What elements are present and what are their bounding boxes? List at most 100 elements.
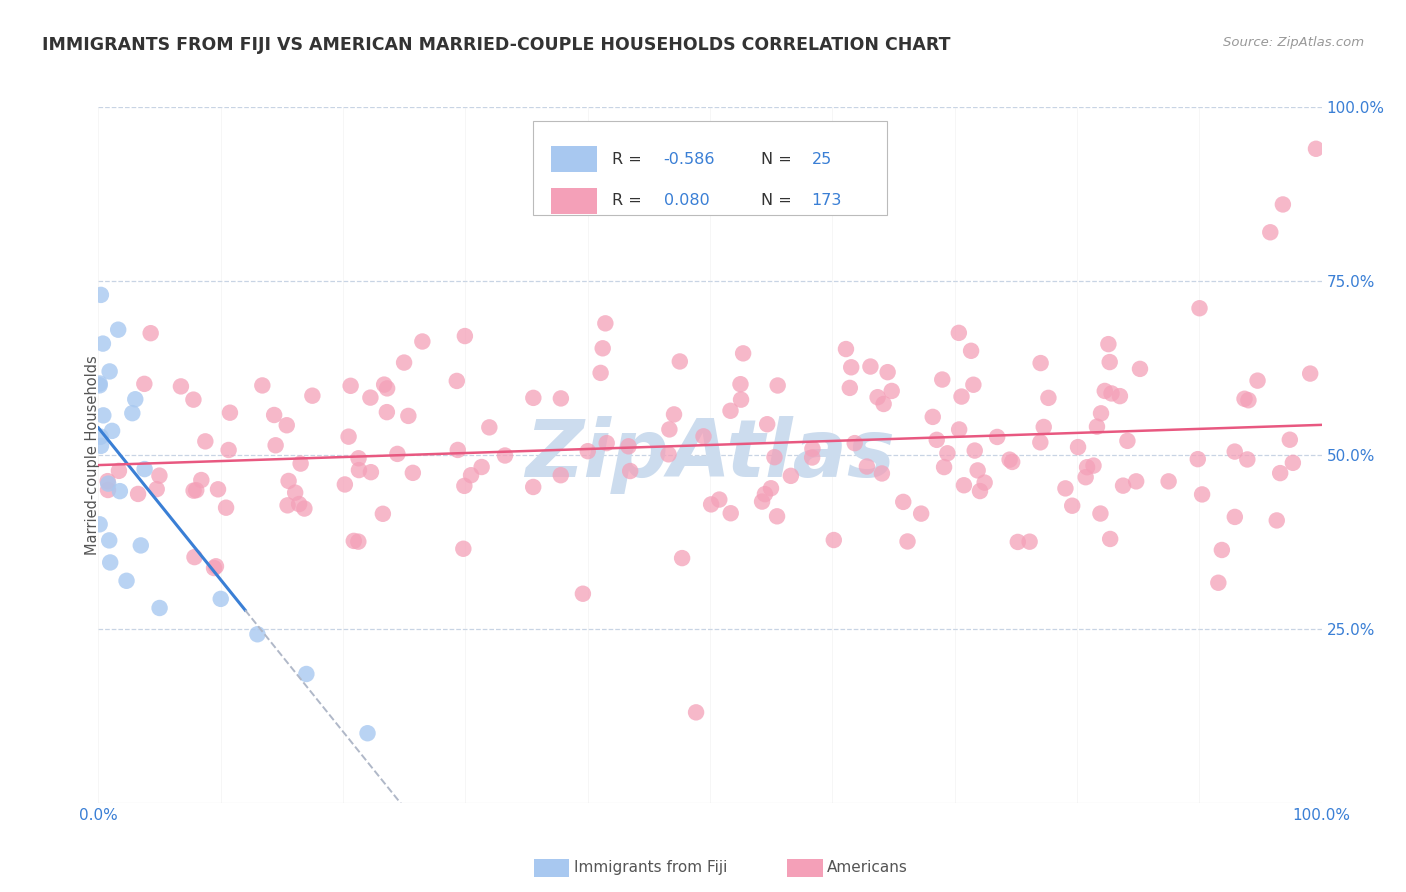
Point [720,404,742,418]
Point [284,485,307,500]
Point [910,507,932,521]
Point [90,430,112,444]
Point [1116,434,1139,448]
Point [149,601,172,615]
Point [90,439,112,453]
Point [1090,507,1112,521]
Point [1187,452,1209,467]
Point [1029,435,1052,450]
Point [1018,534,1040,549]
Point [763,450,786,465]
Point [962,377,984,392]
Point [619,464,641,478]
Point [183,392,205,407]
Point [801,442,824,456]
Point [1076,460,1098,475]
Point [896,534,918,549]
Point [766,378,789,392]
Point [347,451,370,466]
Point [880,384,903,398]
Point [97,476,120,491]
Point [1223,510,1246,524]
Point [392,355,415,369]
Point [936,446,959,460]
Point [1271,197,1294,211]
Point [872,397,894,411]
Point [337,430,360,444]
Point [730,392,752,407]
Point [1090,406,1112,420]
Point [139,326,162,341]
Point [1062,499,1084,513]
Point [396,409,419,423]
Text: IMMIGRANTS FROM FIJI VS AMERICAN MARRIED-COUPLE HOUSEHOLDS CORRELATION CHART: IMMIGRANTS FROM FIJI VS AMERICAN MARRIED… [42,36,950,54]
Point [1211,543,1233,558]
Point [134,462,156,476]
Y-axis label: Married-couple Households: Married-couple Households [86,355,100,555]
Point [373,377,395,392]
Point [356,726,378,740]
Point [685,706,707,720]
Point [359,391,381,405]
Point [596,436,619,450]
Point [447,442,470,457]
Point [844,436,866,450]
Point [494,449,516,463]
Point [550,468,572,483]
Point [859,359,882,374]
Point [98,556,121,570]
Point [194,434,217,449]
Point [973,475,995,490]
Bar [551,146,598,172]
Point [700,497,723,511]
Point [1029,356,1052,370]
Point [733,346,755,360]
Point [290,457,312,471]
Point [1278,433,1301,447]
Point [838,381,860,395]
Point [91,409,114,423]
Point [1258,225,1281,239]
Point [97,483,120,497]
Point [891,495,914,509]
Point [108,464,131,478]
Point [1208,575,1230,590]
Point [1038,391,1060,405]
Point [90,288,112,302]
Point [89,378,111,392]
Point [347,463,370,477]
Point [333,477,356,491]
Point [595,316,617,330]
Point [948,422,970,436]
Point [127,487,149,501]
Point [1099,532,1122,546]
Point [1097,337,1119,351]
Point [671,551,693,566]
Point [932,460,955,475]
Text: -0.586: -0.586 [664,152,716,167]
Point [856,459,879,474]
Point [108,484,131,499]
Text: R =: R = [612,152,647,167]
Point [145,482,167,496]
Point [550,392,572,406]
Point [215,500,238,515]
Point [823,533,845,547]
Point [343,533,366,548]
Point [460,468,482,483]
Point [264,438,287,452]
Text: N =: N = [762,194,797,209]
Point [301,389,323,403]
Point [662,408,685,422]
Point [246,627,269,641]
Point [288,497,311,511]
Point [98,533,121,548]
Point [522,391,544,405]
Text: 0.080: 0.080 [664,194,709,209]
Point [1007,535,1029,549]
Point [387,447,409,461]
Point [960,343,983,358]
Point [89,517,111,532]
Point [966,463,988,477]
Text: ZipAtlas: ZipAtlas [524,416,896,494]
